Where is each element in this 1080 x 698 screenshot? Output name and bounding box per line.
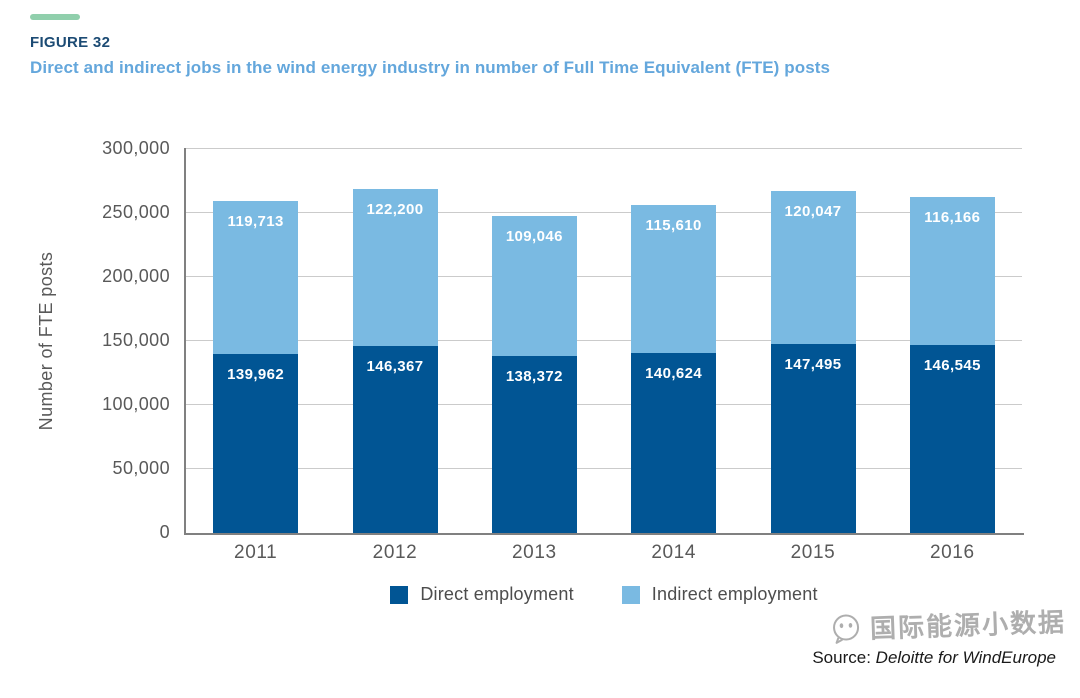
- x-axis-label-2016: 2016: [929, 542, 975, 563]
- y-tick-label-250000: 250,000: [102, 202, 170, 222]
- x-axis-label-2011: 2011: [234, 542, 278, 563]
- bar-segment-direct-2015: 147,495: [770, 344, 856, 533]
- source-prefix: Source:: [812, 648, 871, 667]
- y-tick-label-50000: 50,000: [112, 458, 170, 478]
- watermark-text: 国际能源小数据: [869, 606, 1067, 644]
- bar-segment-indirect-2011: 119,713: [213, 200, 299, 354]
- gridline-50000: [186, 468, 1022, 469]
- y-tick-label-150000: 150,000: [102, 330, 170, 350]
- bar-segment-direct-2013: 138,372: [491, 355, 577, 533]
- gridline-300000: [186, 148, 1022, 149]
- bar-value-label: 120,047: [784, 202, 842, 220]
- figure-label: FIGURE 32: [30, 34, 111, 51]
- bar-value-label: 115,610: [645, 217, 702, 235]
- legend-item-direct-employment: Direct employment: [390, 584, 574, 605]
- bar-segment-indirect-2015: 120,047: [770, 190, 856, 345]
- x-axis-labels: 2011 2012 2013 2014 2015 2016: [186, 542, 1022, 564]
- bar-value-label: 109,046: [505, 228, 563, 246]
- x-axis-label-2012: 2012: [372, 542, 418, 563]
- legend-label: Direct employment: [420, 584, 574, 604]
- wechat-icon: [833, 614, 860, 644]
- bar-segment-direct-2014: 140,624: [631, 353, 717, 533]
- figure-title: Direct and indirect jobs in the wind ene…: [30, 58, 831, 77]
- x-axis-label-2014: 2014: [651, 542, 696, 563]
- bar-value-label: 139,962: [227, 365, 285, 383]
- gridline-250000: [186, 212, 1022, 213]
- y-tick-label-300000: 300,000: [102, 138, 170, 158]
- gridline-150000: [186, 340, 1022, 341]
- y-axis-line: [184, 148, 186, 535]
- chart-legend: Direct employment Indirect employment: [186, 584, 1022, 605]
- bar-segment-direct-2011: 139,962: [213, 353, 299, 533]
- y-axis-tick-labels: 0 50,000 100,000 150,000 200,000 250,000 300,0…: [0, 138, 170, 542]
- legend-swatch: [390, 585, 409, 604]
- legend-swatch: [621, 585, 640, 604]
- bar-value-label: 122,200: [366, 201, 424, 219]
- y-tick-label-0: 0: [159, 522, 170, 542]
- bar-value-label: 146,545: [923, 357, 981, 375]
- bar-value-label: 119,713: [227, 212, 284, 230]
- bar-value-label: 147,495: [784, 356, 842, 374]
- x-axis-line: [184, 533, 1024, 535]
- bar-segment-indirect-2013: 109,046: [491, 216, 577, 356]
- plot-area: 139,962 119,713 146,367 122,200 138,372 109,0…: [186, 148, 1022, 533]
- bar-value-label: 116,166: [924, 208, 981, 226]
- x-axis-label-2013: 2013: [511, 542, 557, 563]
- legend-label: Indirect employment: [651, 584, 818, 604]
- bar-value-label: 138,372: [505, 367, 563, 385]
- x-axis-label-2015: 2015: [790, 542, 836, 563]
- bar-segment-direct-2012: 146,367: [352, 345, 438, 533]
- gridline-200000: [186, 276, 1022, 277]
- gridline-100000: [186, 404, 1022, 405]
- y-tick-label-100000: 100,000: [102, 394, 170, 414]
- bar-segment-indirect-2016: 116,166: [909, 196, 995, 346]
- y-tick-label-200000: 200,000: [102, 266, 170, 286]
- bar-value-label: 140,624: [645, 365, 703, 383]
- bar-segment-indirect-2012: 122,200: [352, 189, 438, 346]
- legend-item-indirect-employment: Indirect employment: [621, 584, 818, 605]
- bar-segment-direct-2016: 146,545: [909, 345, 995, 533]
- source-caption: Source: Deloitte for WindEurope: [812, 648, 1056, 668]
- figure-accent-dash: [30, 14, 80, 20]
- bar-value-label: 146,367: [366, 357, 424, 375]
- bar-segment-indirect-2014: 115,610: [631, 205, 717, 354]
- source-name: Deloitte for WindEurope: [875, 648, 1056, 667]
- watermark: 国际能源小数据: [827, 602, 1067, 647]
